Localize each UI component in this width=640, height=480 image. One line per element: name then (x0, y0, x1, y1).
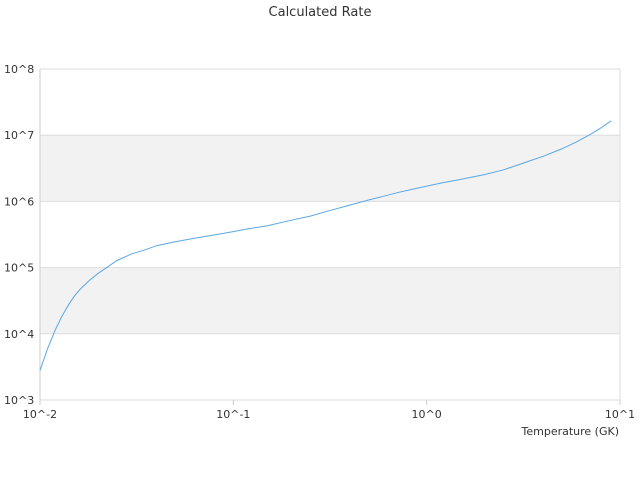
series-group (39, 120, 612, 371)
x-tick-label: 10^-1 (216, 408, 250, 421)
x-tick-labels: 10^-2 10^-1 10^0 10^1 (23, 408, 635, 421)
y-tick-label: 10^8 (4, 63, 34, 76)
y-tick-labels: 10^3 10^4 10^5 10^6 10^7 10^8 (4, 63, 34, 407)
y-tick-label: 10^7 (4, 129, 34, 142)
plot-bands (40, 135, 620, 334)
y-tick-label: 10^6 (4, 195, 34, 208)
chart-title: Calculated Rate (269, 5, 372, 20)
x-tick-label: 10^1 (605, 408, 635, 421)
y-tick-label: 10^4 (4, 328, 34, 341)
x-axis-title: Temperature (GK) (521, 425, 620, 438)
y-tick-label: 10^3 (4, 394, 34, 407)
x-tick-label: 10^0 (412, 408, 442, 421)
grid-lines (40, 68, 620, 401)
x-tick-label: 10^-2 (23, 408, 57, 421)
axes (39, 69, 621, 405)
plot-band (40, 135, 620, 202)
plot-band (40, 267, 620, 334)
series-line (39, 120, 612, 371)
y-tick-label: 10^5 (4, 262, 34, 275)
